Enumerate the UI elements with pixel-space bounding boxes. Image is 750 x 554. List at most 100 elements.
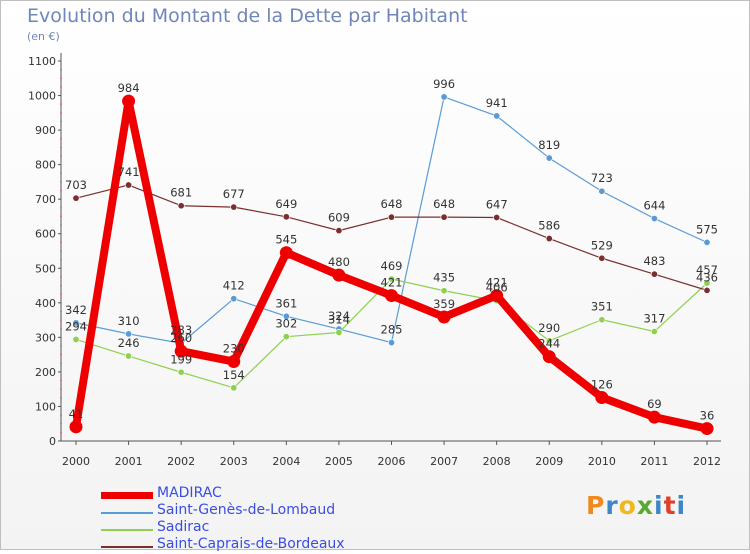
- data-point: [72, 319, 80, 327]
- y-tick-label: 500: [35, 262, 56, 275]
- data-label: 351: [591, 300, 613, 314]
- data-label: 435: [433, 271, 455, 285]
- data-label: 480: [328, 255, 350, 269]
- data-label: 302: [275, 317, 297, 331]
- x-tick-label: 2005: [325, 455, 353, 468]
- data-point: [437, 310, 451, 324]
- data-point: [703, 238, 711, 246]
- y-tick-label: 700: [35, 193, 56, 206]
- y-tick-label: 400: [35, 297, 56, 310]
- legend-item: Saint-Genès-de-Lombaud: [101, 502, 401, 520]
- data-point: [598, 254, 606, 262]
- data-label: 283: [170, 323, 192, 337]
- data-point: [542, 350, 556, 364]
- x-tick-label: 2011: [640, 455, 668, 468]
- data-label: 421: [486, 276, 508, 290]
- legend-item: Sadirac: [101, 519, 401, 537]
- data-point: [227, 355, 241, 369]
- data-label: 361: [275, 296, 297, 310]
- data-point: [493, 112, 501, 120]
- data-point: [440, 287, 448, 295]
- legend-item: MADIRAC: [101, 485, 401, 503]
- data-point: [650, 215, 658, 223]
- x-tick-label: 2007: [430, 455, 458, 468]
- data-point: [545, 235, 553, 243]
- data-point: [545, 154, 553, 162]
- data-point: [177, 368, 185, 376]
- data-label: 677: [223, 187, 245, 201]
- data-point: [125, 352, 133, 360]
- data-label: 246: [118, 336, 140, 350]
- data-label: 457: [696, 263, 718, 277]
- logo-letter: i: [654, 491, 664, 520]
- data-label: 703: [65, 178, 87, 192]
- x-tick-label: 2003: [220, 455, 248, 468]
- data-label: 545: [275, 233, 297, 247]
- data-label: 741: [118, 165, 140, 179]
- y-tick-label: 0: [49, 435, 56, 448]
- data-label: 317: [643, 311, 665, 325]
- data-label: 342: [65, 303, 87, 317]
- y-tick-label: 100: [35, 400, 56, 413]
- data-label: 285: [381, 323, 403, 337]
- data-point: [177, 202, 185, 210]
- data-point: [440, 213, 448, 221]
- data-label: 648: [381, 197, 403, 211]
- x-tick-label: 2002: [167, 455, 195, 468]
- x-tick-label: 2000: [62, 455, 90, 468]
- data-label: 586: [538, 219, 560, 233]
- data-label: 483: [643, 254, 665, 268]
- data-point: [72, 335, 80, 343]
- data-point: [69, 420, 83, 434]
- legend-swatch: [101, 512, 153, 514]
- legend-swatch: [101, 529, 153, 531]
- y-tick-label: 1000: [28, 90, 56, 103]
- data-label: 294: [65, 319, 87, 333]
- data-label: 529: [591, 238, 613, 252]
- legend-label: Saint-Genès-de-Lombaud: [157, 502, 336, 518]
- legend-swatch: [101, 546, 153, 548]
- data-label: 648: [433, 197, 455, 211]
- data-label: 260: [170, 331, 192, 345]
- data-label: 41: [69, 407, 84, 421]
- data-label: 290: [538, 321, 560, 335]
- data-point: [700, 422, 714, 436]
- y-tick-label: 1100: [28, 55, 56, 68]
- data-point: [490, 289, 504, 303]
- logo-letter: t: [663, 491, 677, 520]
- data-point: [595, 390, 609, 404]
- legend-label: MADIRAC: [157, 485, 222, 501]
- x-tick-label: 2012: [693, 455, 721, 468]
- data-point: [387, 213, 395, 221]
- data-label: 575: [696, 222, 718, 236]
- data-point: [174, 344, 188, 358]
- logo-letter: x: [636, 491, 654, 520]
- data-point: [230, 203, 238, 211]
- data-point: [230, 295, 238, 303]
- data-point: [282, 312, 290, 320]
- data-label: 69: [647, 397, 662, 411]
- data-point: [598, 187, 606, 195]
- data-label: 421: [381, 276, 403, 290]
- data-label: 244: [538, 337, 560, 351]
- x-tick-label: 2010: [588, 455, 616, 468]
- data-label: 314: [328, 313, 350, 327]
- data-label: 126: [591, 377, 613, 391]
- data-label: 199: [170, 352, 192, 366]
- data-point: [335, 329, 343, 337]
- data-label: 436: [696, 270, 718, 284]
- x-tick-label: 2008: [483, 455, 511, 468]
- y-tick-label: 200: [35, 366, 56, 379]
- data-point: [545, 337, 553, 345]
- x-tick-label: 2009: [535, 455, 563, 468]
- data-point: [72, 194, 80, 202]
- data-label: 649: [275, 197, 297, 211]
- data-point: [650, 327, 658, 335]
- data-label: 723: [591, 171, 613, 185]
- data-point: [385, 289, 398, 303]
- x-tick-label: 2004: [272, 455, 300, 468]
- legend-label: Sadirac: [157, 519, 210, 535]
- y-tick-label: 600: [35, 228, 56, 241]
